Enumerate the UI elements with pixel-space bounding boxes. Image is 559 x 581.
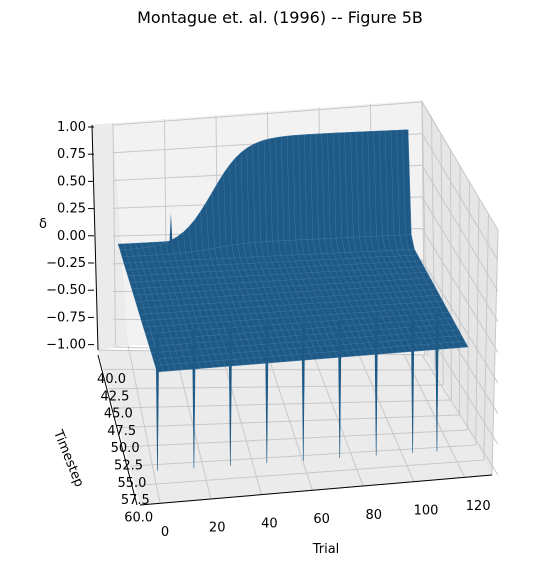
z-tick-labels: 1.00 0.75 0.50 0.25 0.00 −0.25 −0.50 −0.75 −1.00 <box>46 120 94 353</box>
y-tick-label: 47.5 <box>107 424 136 439</box>
grid-line <box>108 384 444 390</box>
grid-line <box>173 346 212 499</box>
grid-line <box>127 344 161 504</box>
omitted-reward-spike <box>265 324 269 464</box>
chart-title: Montague et. al. (1996) -- Figure 5B <box>137 8 423 27</box>
x-tick-label: 60 <box>313 512 330 527</box>
z-tick-label: 0.50 <box>57 174 86 189</box>
z-tick-label: −1.00 <box>46 338 86 353</box>
omitted-reward-spike <box>374 317 378 456</box>
y-tick-label: 52.5 <box>114 459 143 474</box>
y-tick-label: 45.0 <box>104 407 133 422</box>
grid-line <box>134 459 484 487</box>
grid-line <box>450 148 452 401</box>
grid-line <box>129 444 476 467</box>
grid-line <box>124 429 468 448</box>
x-tick-label: 80 <box>366 508 383 523</box>
y-axis-label: Timestep <box>50 427 87 489</box>
z-tick-label: 1.00 <box>57 120 86 135</box>
y-tick-labels: 40.0 42.5 45.0 47.5 50.0 52.5 55.0 57.5 60.0 <box>97 372 153 525</box>
x-tick-label: 40 <box>261 516 278 531</box>
omitted-reward-spike <box>337 319 342 459</box>
grid-line <box>103 368 436 371</box>
grid-line <box>118 414 460 428</box>
omitted-reward-spike <box>228 327 233 466</box>
grid-line <box>113 399 452 409</box>
omitted-reward-spike <box>435 313 439 452</box>
x-tick-label: 20 <box>209 521 226 536</box>
omitted-reward-spike <box>192 329 196 469</box>
omitted-reward-spike <box>410 314 415 454</box>
y-tick-label: 50.0 <box>111 441 140 456</box>
z-axis-label: δ <box>39 217 47 232</box>
x-tick-label: 120 <box>466 499 491 514</box>
y-tick-label: 42.5 <box>100 389 129 404</box>
z-tick-label: 0.75 <box>57 147 86 162</box>
grid-line <box>112 122 116 346</box>
grid-line <box>219 347 263 495</box>
left-pane <box>92 123 128 350</box>
surface-plot <box>117 129 469 373</box>
y-tick-label: 40.0 <box>97 372 126 387</box>
x-axis-line <box>139 474 493 506</box>
grid-line <box>357 352 415 482</box>
grid-line <box>459 164 461 416</box>
z-axis-line <box>91 124 99 351</box>
grid-line <box>491 229 499 476</box>
omitted-reward-spike <box>301 322 306 461</box>
axis-lines <box>91 124 493 506</box>
z-tick-label: 0.25 <box>57 202 86 217</box>
x-tick-label: 100 <box>414 504 439 519</box>
grid-line <box>311 350 364 486</box>
omitted-reward-spikes <box>155 213 439 471</box>
y-tick-label: 57.5 <box>121 493 150 508</box>
surface-patch <box>458 341 469 348</box>
grid-line <box>467 181 470 431</box>
omitted-reward-spike <box>155 332 160 471</box>
z-tick-label: 0.00 <box>57 229 86 244</box>
x-axis-label: Trial <box>312 542 340 557</box>
y-tick-label: 55.0 <box>117 476 146 491</box>
y-tick-label: 60.0 <box>124 510 153 525</box>
grid-line <box>483 213 489 461</box>
x-tick-labels: 0 20 40 60 80 100 120 <box>161 499 491 540</box>
grid-line <box>265 349 313 491</box>
z-tick-label: −0.50 <box>46 283 86 298</box>
z-tick-label: −0.75 <box>46 310 86 325</box>
initial-spike <box>168 213 173 254</box>
y-axis-line <box>97 354 138 506</box>
z-tick-label: −0.25 <box>46 256 86 271</box>
x-tick-label: 0 <box>161 525 169 540</box>
grid-line <box>475 197 480 446</box>
